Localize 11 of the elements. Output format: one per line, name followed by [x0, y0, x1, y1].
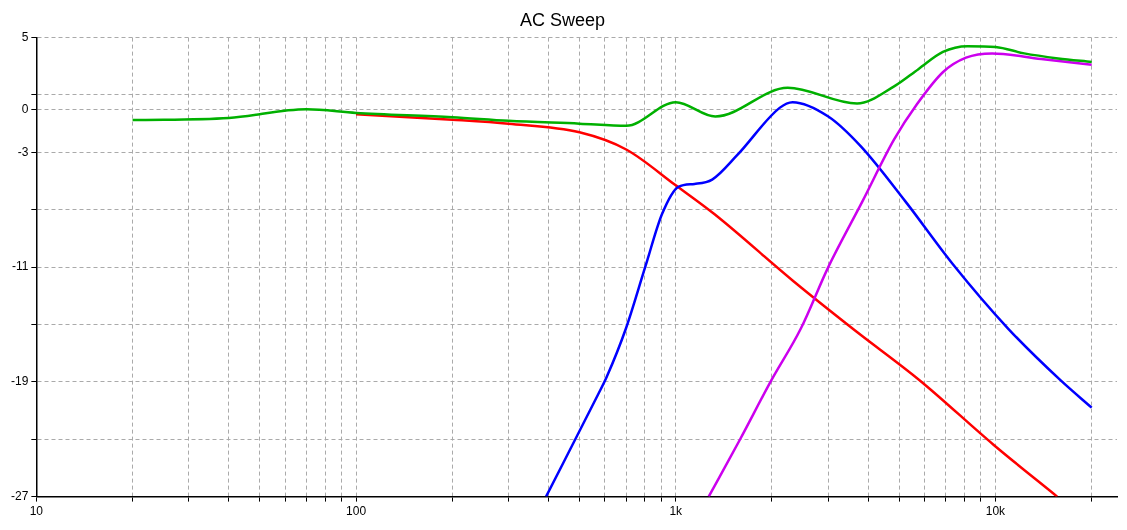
x-tick-label: 10k [985, 504, 1007, 519]
y-tick-label: 0 [21, 101, 29, 116]
y-tick-label: -19 [11, 374, 29, 389]
x-tick-label: 1k [669, 504, 684, 519]
y-tick-label: -3 [17, 144, 29, 159]
x-tick-label: 100 [346, 504, 367, 519]
x-tick-label: 10 [29, 504, 44, 519]
y-tick-label: -11 [11, 259, 29, 274]
chart-title: AC Sweep [519, 9, 606, 30]
y-tick-label: 5 [21, 29, 29, 44]
y-tick-label: -27 [11, 488, 29, 503]
